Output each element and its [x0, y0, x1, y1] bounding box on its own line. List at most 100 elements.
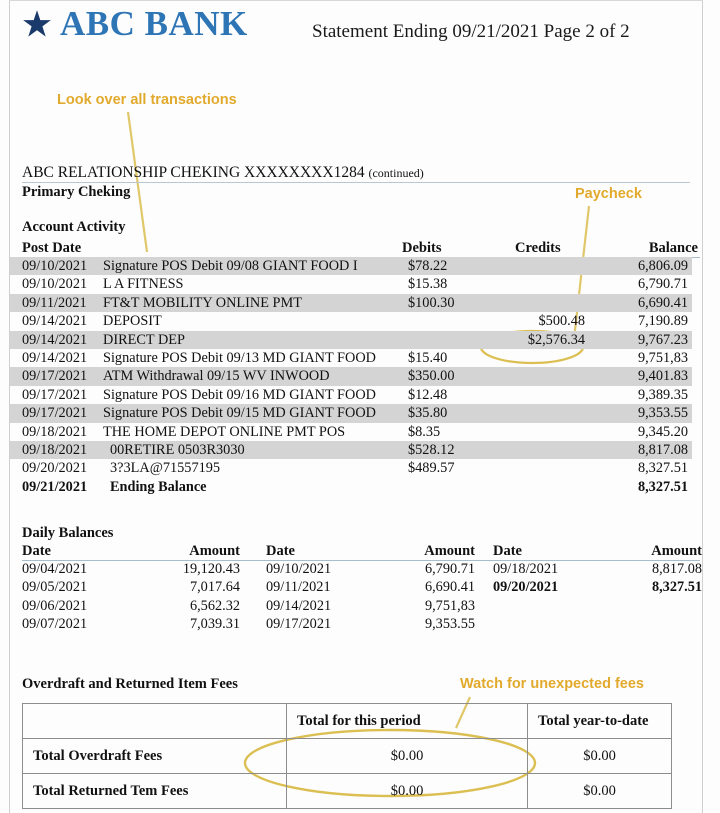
cell-date-3: 09/20/2021: [493, 579, 559, 596]
table-row: 09/11/2021 FT&T MOBILITY ONLINE PMT $100.3…: [10, 293, 692, 313]
cell-date-3: 09/18/2021: [493, 561, 559, 577]
cell-amount-1: 7,017.64: [189, 579, 240, 596]
cell-amount-2: 6,790.71: [424, 561, 475, 577]
annotation-fees: Watch for unexpected fees: [460, 676, 644, 692]
cell-post-date: 09/17/2021: [22, 386, 88, 403]
daily-balances-header-row: Date Amount Date Amount Date Amount: [10, 543, 702, 561]
cell-debit: $12.48: [408, 386, 448, 403]
account-subtitle: Primary Cheking: [22, 184, 131, 200]
cell-post-date: 09/21/2021: [22, 478, 88, 495]
fees-heading: Overdraft and Returned Item Fees: [22, 676, 238, 692]
account-title-rule: [22, 182, 690, 183]
cell-description: DEPOSIT: [103, 313, 162, 330]
cell-amount-2: 9,353.55: [424, 616, 475, 633]
cell-balance: 8,327.51: [637, 478, 688, 495]
cell-balance: 9,389.35: [637, 386, 688, 403]
column-header-credits: Credits: [515, 240, 561, 256]
cell-post-date: 09/14/2021: [22, 349, 88, 366]
daily-balances-header-rule: [22, 560, 700, 561]
cell-description: Signature POS Debit 09/08 GIANT FOOD I: [103, 258, 358, 274]
cell-date-2: 09/17/2021: [266, 616, 332, 633]
cell-date-1: 09/05/2021: [22, 579, 88, 596]
cell-amount-1: 7,039.31: [189, 616, 240, 633]
cell-description: ATM Withdrawal 09/15 WV INWOOD: [103, 368, 330, 385]
table-row: 09/21/2021 Ending Balance 8,327.51: [10, 478, 692, 496]
fees-header-period: Total for this period: [286, 703, 528, 739]
bank-logo: ABC BANK: [22, 6, 248, 41]
star-icon: [23, 9, 51, 37]
table-row: 09/14/2021 DIRECT DEP $2,576.34 9,767.23: [10, 330, 692, 349]
page-border-top: [9, 0, 703, 1]
cell-description: FT&T MOBILITY ONLINE PMT: [103, 294, 302, 311]
account-activity-heading: Account Activity: [22, 219, 126, 235]
cell-description: Signature POS Debit 09/15 MD GIANT FOOD: [103, 405, 376, 422]
cell-date-1: 09/06/2021: [22, 597, 88, 614]
cell-fee-ytd: $0.00: [527, 738, 672, 774]
cell-debit: $78.22: [408, 258, 448, 274]
column-header-date-1: Date: [22, 543, 51, 559]
table-row: 09/14/2021 Signature POS Debit 09/13 MD G…: [10, 349, 692, 367]
account-title: ABC RELATIONSHIP CHEKING XXXXXXXX1284 (c…: [22, 164, 424, 182]
table-row: 09/06/2021 6,562.32 09/14/2021 9,751,83: [10, 597, 692, 615]
page-border-left: [9, 0, 10, 813]
column-header-balance: Balance: [648, 240, 698, 256]
cell-balance: 9,751,83: [637, 349, 688, 366]
table-row: 09/07/2021 7,039.31 09/17/2021 9,353.55: [10, 615, 692, 633]
cell-post-date: 09/11/2021: [22, 294, 87, 311]
fees-header-blank: [22, 703, 287, 739]
table-row: 09/18/2021 00RETIRE 0503R3030 $528.12 8,817…: [10, 440, 692, 460]
cell-debit: $489.57: [408, 460, 455, 477]
cell-amount-3: 8,327.51: [651, 579, 702, 596]
bank-name: ABC BANK: [60, 4, 248, 43]
annotation-transactions: Look over all transactions: [57, 92, 237, 108]
column-header-amount-1: Amount: [189, 543, 240, 559]
table-row: 09/18/2021 THE HOME DEPOT ONLINE PMT POS $…: [10, 423, 692, 441]
table-row: 09/10/2021 Signature POS Debit 09/08 GIAN…: [10, 257, 692, 276]
table-row: 09/04/2021 19,120.43 09/10/2021 6,790.71 09/…: [10, 560, 702, 578]
account-continued-label: (continued): [368, 166, 424, 180]
account-activity-table: Post Date Debits Credits Balance 09/10/2…: [10, 240, 700, 496]
statement-heading: Statement Ending 09/21/2021 Page 2 of 2: [312, 21, 630, 42]
cell-description: Signature POS Debit 09/16 MD GIANT FOOD: [103, 386, 376, 403]
table-row: 09/10/2021 L A FITNESS $15.38 6,790.71: [10, 275, 692, 293]
cell-amount-2: 6,690.41: [424, 579, 475, 596]
table-row: 09/17/2021 Signature POS Debit 09/15 MD G…: [10, 404, 692, 423]
column-header-date-2: Date: [266, 543, 295, 559]
cell-debit: $15.40: [408, 349, 448, 366]
cell-credit: $500.48: [538, 313, 585, 330]
cell-description: Signature POS Debit 09/13 MD GIANT FOOD: [103, 349, 376, 366]
cell-post-date: 09/14/2021: [22, 331, 88, 348]
cell-balance: 6,806.09: [637, 258, 688, 274]
fees-table: Total for this period Total year-to-date…: [22, 703, 672, 809]
cell-description: DIRECT DEP: [103, 331, 185, 348]
cell-balance: 9,401.83: [637, 368, 688, 385]
cell-post-date: 09/14/2021: [22, 313, 88, 330]
cell-date-2: 09/14/2021: [266, 597, 332, 614]
cell-balance: 8,817.08: [637, 441, 688, 458]
cell-amount-3: 8,817.08: [651, 561, 702, 577]
cell-debit: $100.30: [408, 294, 455, 311]
column-header-amount-3: Amount: [651, 543, 702, 559]
annotation-paycheck: Paycheck: [575, 186, 642, 202]
column-header-post-date: Post Date: [22, 240, 82, 256]
cell-debit: $35.80: [408, 405, 448, 422]
table-row: 09/05/2021 7,017.64 09/11/2021 6,690.41 09/2…: [10, 578, 702, 596]
table-row: Total Overdraft Fees $0.00 $0.00: [22, 738, 672, 774]
cell-post-date: 09/17/2021: [22, 368, 88, 385]
cell-balance: 6,790.71: [637, 276, 688, 293]
daily-balances-table: Date Amount Date Amount Date Amount 09/0…: [10, 543, 702, 634]
cell-description: L A FITNESS: [103, 276, 184, 293]
cell-debit: $8.35: [408, 423, 441, 440]
account-title-text: ABC RELATIONSHIP CHEKING XXXXXXXX1284: [22, 164, 365, 181]
activity-header-row: Post Date Debits Credits Balance: [10, 240, 700, 258]
cell-post-date: 09/17/2021: [22, 405, 88, 422]
column-header-debits: Debits: [402, 240, 442, 256]
cell-amount-1: 19,120.43: [182, 561, 240, 577]
cell-balance: 9,767.23: [637, 331, 688, 348]
cell-debit: $15.38: [408, 276, 448, 293]
cell-amount-1: 6,562.32: [189, 597, 240, 614]
cell-post-date: 09/20/2021: [22, 460, 88, 477]
cell-balance: 8,327.51: [637, 460, 688, 477]
cell-debit: $528.12: [408, 441, 455, 458]
